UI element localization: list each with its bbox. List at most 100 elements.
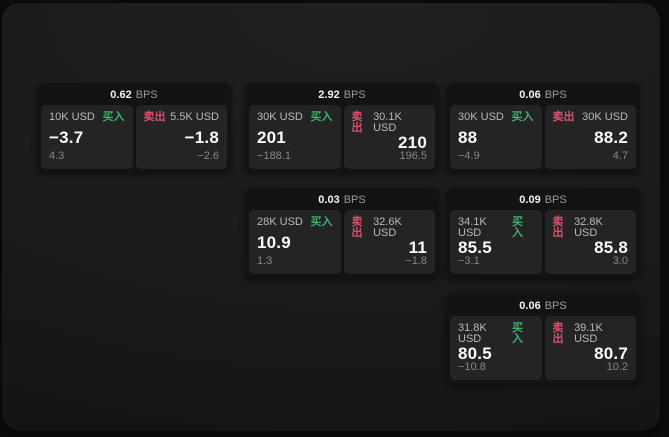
sell-tile[interactable]: 卖出 32.8K USD 85.8 3.0 <box>544 210 636 274</box>
buy-tile-header: 30K USD 买入 <box>257 112 333 123</box>
buy-amount: 10K USD <box>49 111 95 123</box>
spread-value: 0.06 <box>519 88 541 101</box>
sell-tile-header: 卖出 32.6K USD <box>352 217 428 239</box>
buy-tile[interactable]: 30K USD 买入 88 −4.9 <box>450 105 542 169</box>
sell-delta: −1.8 <box>405 255 427 267</box>
quote-card: 0.03 BPS 28K USD 买入 10.9 1.3 卖出 32.6K US… <box>245 188 439 278</box>
sell-delta: −2.6 <box>197 150 219 162</box>
sell-price: 11 <box>408 238 427 257</box>
buy-amount: 30K USD <box>458 111 504 123</box>
buy-tile[interactable]: 10K USD 买入 −3.7 4.3 <box>41 105 133 169</box>
quote-card: 0.62 BPS 10K USD 买入 −3.7 4.3 卖出 5.5K USD… <box>37 83 231 173</box>
buy-delta: −10.8 <box>458 361 486 373</box>
buy-tile-header: 28K USD 买入 <box>257 217 333 228</box>
sell-price: 88.2 <box>594 127 628 147</box>
sell-tile[interactable]: 卖出 32.6K USD 11 −1.8 <box>343 210 435 274</box>
buy-side-label: 买入 <box>511 216 523 239</box>
buy-price: 80.5 <box>458 344 492 363</box>
sell-amount: 32.8K USD <box>574 216 603 239</box>
sell-amount: 5.5K USD <box>170 111 219 123</box>
buy-delta: 1.3 <box>257 255 273 267</box>
quote-body: 30K USD 买入 88 −4.9 卖出 30K USD 88.2 4.7 <box>446 105 640 169</box>
buy-price: 85.5 <box>458 238 492 257</box>
sell-tile-header: 卖出 30K USD <box>553 112 629 123</box>
spread-value: 0.62 <box>110 88 132 101</box>
bps-unit-label: BPS <box>544 193 567 206</box>
sell-price: 210 <box>398 133 427 152</box>
sell-side-label: 卖出 <box>552 216 564 239</box>
sell-side-label: 卖出 <box>351 111 363 134</box>
quote-card: 0.06 BPS 30K USD 买入 88 −4.9 卖出 30K USD 8… <box>446 83 640 173</box>
buy-amount: 30K USD <box>257 111 303 123</box>
sell-delta: 3.0 <box>612 255 628 267</box>
sell-tile[interactable]: 卖出 30.1K USD 210 196.5 <box>343 105 435 169</box>
bps-unit-label: BPS <box>544 88 567 101</box>
sell-side-label: 卖出 <box>552 111 575 123</box>
buy-side-label: 买入 <box>310 111 333 123</box>
quote-body: 31.8K USD 买入 80.5 −10.8 卖出 39.1K USD 80.… <box>446 316 640 380</box>
buy-side-label: 买入 <box>102 111 125 123</box>
buy-delta: 4.3 <box>49 150 65 162</box>
bps-unit-label: BPS <box>544 299 567 312</box>
buy-side-label: 买入 <box>511 322 523 345</box>
buy-tile-header: 10K USD 买入 <box>49 112 125 123</box>
quote-card: 0.06 BPS 31.8K USD 买入 80.5 −10.8 卖出 39.1… <box>446 294 640 384</box>
spread-header: 0.09 BPS <box>446 188 640 210</box>
quote-body: 34.1K USD 买入 85.5 −3.1 卖出 32.8K USD 85.8… <box>446 210 640 274</box>
sell-amount: 39.1K USD <box>574 322 603 345</box>
buy-side-label: 买入 <box>511 111 534 123</box>
buy-tile-header: 31.8K USD 买入 <box>458 323 534 345</box>
sell-delta: 10.2 <box>606 361 628 373</box>
buy-tile[interactable]: 31.8K USD 买入 80.5 −10.8 <box>450 316 542 380</box>
sell-tile[interactable]: 卖出 30K USD 88.2 4.7 <box>544 105 636 169</box>
sell-amount: 30.1K USD <box>373 111 402 134</box>
sell-delta: 4.7 <box>612 150 628 162</box>
sell-amount: 30K USD <box>582 111 628 123</box>
spread-value: 0.09 <box>519 193 541 206</box>
sell-tile[interactable]: 卖出 5.5K USD −1.8 −2.6 <box>135 105 227 169</box>
spread-value: 0.03 <box>318 193 340 206</box>
bps-unit-label: BPS <box>343 88 366 101</box>
quote-body: 10K USD 买入 −3.7 4.3 卖出 5.5K USD −1.8 −2.… <box>37 105 231 169</box>
bps-unit-label: BPS <box>343 193 366 206</box>
spread-value: 2.92 <box>318 88 340 101</box>
sell-price: 80.7 <box>594 344 628 363</box>
spread-header: 2.92 BPS <box>245 83 439 105</box>
sell-side-label: 卖出 <box>552 322 564 345</box>
sell-tile-header: 卖出 39.1K USD <box>553 323 629 345</box>
buy-price: 88 <box>458 127 478 147</box>
buy-price: 10.9 <box>257 232 291 252</box>
buy-price: −3.7 <box>49 127 84 147</box>
sell-tile[interactable]: 卖出 39.1K USD 80.7 10.2 <box>544 316 636 380</box>
quote-body: 30K USD 买入 201 −188.1 卖出 30.1K USD 210 1… <box>245 105 439 169</box>
quote-body: 28K USD 买入 10.9 1.3 卖出 32.6K USD 11 −1.8 <box>245 210 439 274</box>
spread-header: 0.62 BPS <box>37 83 231 105</box>
sell-tile-header: 卖出 30.1K USD <box>352 112 428 134</box>
buy-tile[interactable]: 34.1K USD 买入 85.5 −3.1 <box>450 210 542 274</box>
buy-delta: −3.1 <box>458 255 480 267</box>
spread-header: 0.06 BPS <box>446 294 640 316</box>
buy-amount: 31.8K USD <box>458 322 487 345</box>
bps-unit-label: BPS <box>135 88 158 101</box>
spread-header: 0.03 BPS <box>245 188 439 210</box>
sell-tile-header: 卖出 5.5K USD <box>144 112 220 123</box>
sell-delta: 196.5 <box>399 150 427 162</box>
buy-side-label: 买入 <box>310 216 333 228</box>
buy-price: 201 <box>257 127 286 147</box>
buy-tile-header: 34.1K USD 买入 <box>458 217 534 239</box>
buy-tile[interactable]: 28K USD 买入 10.9 1.3 <box>249 210 341 274</box>
spread-value: 0.06 <box>519 299 541 312</box>
buy-amount: 34.1K USD <box>458 216 487 239</box>
buy-amount: 28K USD <box>257 216 303 228</box>
buy-tile-header: 30K USD 买入 <box>458 112 534 123</box>
sell-price: 85.8 <box>594 238 628 257</box>
sell-amount: 32.6K USD <box>373 216 402 239</box>
sell-tile-header: 卖出 32.8K USD <box>553 217 629 239</box>
quote-card: 2.92 BPS 30K USD 买入 201 −188.1 卖出 30.1K … <box>245 83 439 173</box>
buy-tile[interactable]: 30K USD 买入 201 −188.1 <box>249 105 341 169</box>
sell-price: −1.8 <box>184 127 219 147</box>
buy-delta: −4.9 <box>458 150 480 162</box>
sell-side-label: 卖出 <box>351 216 363 239</box>
